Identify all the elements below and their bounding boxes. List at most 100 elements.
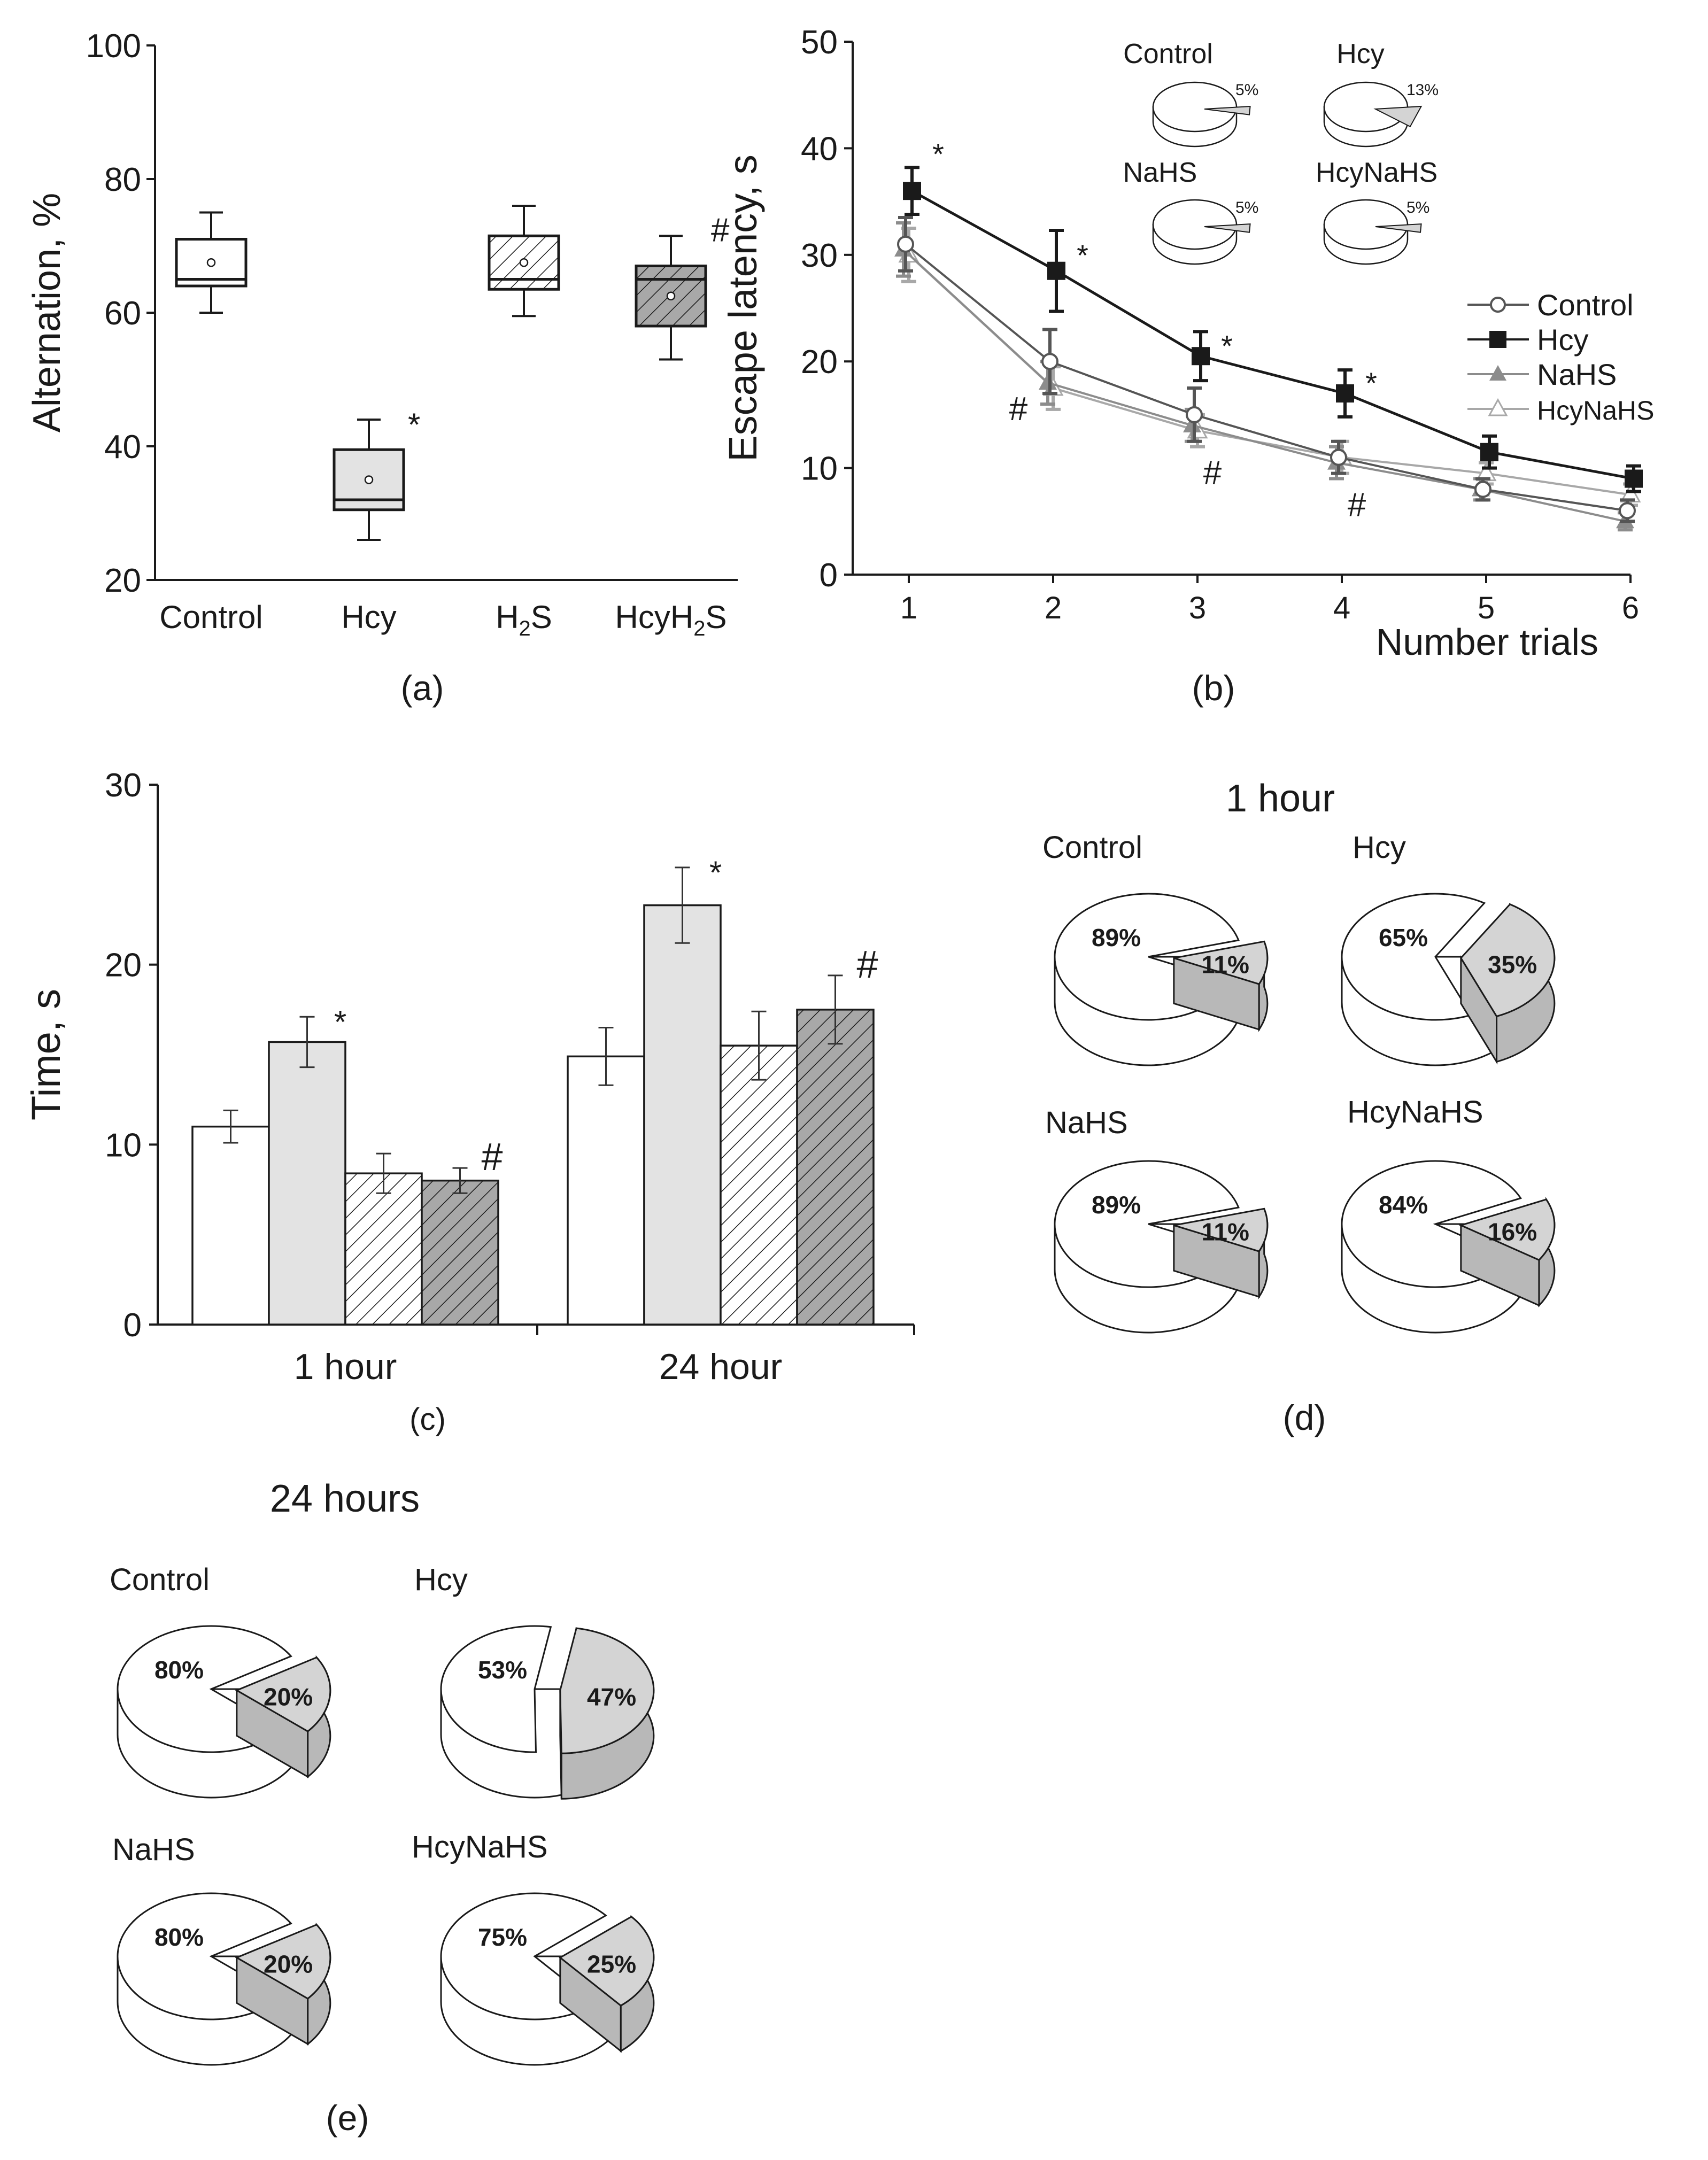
x-tick-label: 4 [1333, 591, 1350, 625]
legend-marker [1488, 398, 1508, 416]
data-point [1183, 415, 1201, 432]
x-axis-title: Number trials [1376, 621, 1598, 663]
bar-fill [568, 1056, 644, 1325]
panel-c-bar-chart: 0 10 20 30 Time, s 1 hour 24 hour * # * # (c) [24, 767, 915, 1437]
pie-minor-label: 16% [1488, 1218, 1537, 1245]
inset-pie-slice [1373, 105, 1423, 128]
pie-major-label: 75% [478, 1923, 527, 1951]
inset-pie-percent: 13% [1406, 81, 1439, 99]
bar-hatch [721, 1046, 797, 1325]
legend-label: HcyNaHS [1537, 396, 1654, 425]
inset-pie-label: Control [1123, 38, 1213, 69]
pie-minor-slice [1459, 903, 1556, 1018]
legend-label: Hcy [1537, 323, 1588, 357]
legend-label: NaHS [1537, 358, 1617, 391]
pie-group-label: Control [1042, 830, 1142, 865]
pie-major-label: 89% [1092, 1191, 1141, 1219]
box [175, 238, 248, 288]
pie-minor-slice [235, 1924, 331, 2000]
pie-major-slice [440, 1625, 552, 1753]
panel-label: (c) [409, 1402, 446, 1437]
x-tick-label: Hcy [341, 599, 396, 635]
significance-star: * [334, 1004, 346, 1040]
bar-fill [644, 905, 721, 1325]
y-axis-title: Escape latency, s [721, 154, 765, 461]
y-tick-label: 40 [801, 130, 838, 167]
pie-minor-label: 20% [264, 1950, 313, 1978]
pie-minor-slice [235, 1656, 331, 1732]
inset-pie-top [1152, 81, 1238, 133]
y-tick-label: 10 [105, 1127, 142, 1164]
series-line [911, 189, 1634, 480]
pie-major-label: 53% [478, 1656, 527, 1684]
significance-hash: # [1203, 455, 1222, 492]
bar-hatch [422, 1180, 498, 1325]
pie-panel-title: 1 hour [1226, 777, 1335, 820]
pie-group-label: Hcy [1353, 830, 1406, 865]
inset-pie-percent: 5% [1235, 81, 1258, 99]
inset-pie-slice [1375, 223, 1422, 233]
pie-minor-label: 47% [587, 1683, 636, 1710]
panel-e-pie-charts: 24 hours 80% 20% Control 53% 47% Hcy 80% 20% NaHS… [110, 1477, 655, 2138]
legend-label: Control [1537, 288, 1634, 322]
x-tick-label: 5 [1478, 591, 1495, 625]
pie-major-label: 80% [154, 1656, 204, 1684]
data-point [1330, 448, 1347, 466]
series-line [905, 243, 1628, 512]
pie-major-label: 80% [154, 1923, 204, 1951]
box [488, 234, 560, 291]
panel-label: (b) [1192, 668, 1235, 708]
data-point [1336, 384, 1354, 403]
data-point [1039, 373, 1057, 390]
y-tick-label: 20 [801, 344, 838, 381]
y-axis-title: Time, s [24, 989, 69, 1120]
pie-minor-slice [559, 1915, 655, 2007]
bar-fill [192, 1126, 269, 1325]
bar-hatch [345, 1173, 422, 1325]
x-tick-label: 2 [1045, 591, 1062, 625]
y-tick-label: 60 [104, 295, 141, 332]
y-tick-label: 10 [801, 451, 838, 487]
significance-star: * [408, 407, 420, 443]
pie-minor-label: 11% [1201, 1218, 1249, 1245]
bar-hatch [797, 1009, 874, 1325]
inset-pie-percent: 5% [1235, 199, 1258, 216]
significance-hash: # [481, 1136, 503, 1179]
pie-minor-slice [1173, 1207, 1269, 1252]
pie-panel-title: 24 hours [270, 1477, 420, 1520]
pie-minor-label: 20% [264, 1683, 313, 1710]
inset-pie-slice [1204, 223, 1251, 233]
pie-major-label: 65% [1379, 924, 1428, 951]
mean-marker [364, 475, 374, 484]
data-point [897, 235, 914, 253]
inset-pie-slice [1204, 105, 1251, 115]
pie-minor-label: 11% [1201, 950, 1249, 978]
inset-pie-label: Hcy [1336, 38, 1385, 69]
inset-pie-top [1152, 199, 1238, 250]
y-tick-label: 0 [123, 1307, 142, 1344]
pie-group-label: NaHS [112, 1832, 195, 1867]
y-tick-label: 80 [104, 161, 141, 198]
significance-star: * [1221, 329, 1233, 362]
pie-group-label: HcyNaHS [412, 1830, 548, 1864]
pie-group-label: HcyNaHS [1347, 1095, 1483, 1129]
bar-fill [269, 1042, 345, 1325]
inset-pie-label: NaHS [1123, 157, 1197, 188]
inset-pie-top [1323, 81, 1409, 133]
pie-minor-slice [1173, 940, 1269, 985]
inset-pie-top [1323, 199, 1409, 250]
significance-star: * [1365, 366, 1377, 400]
y-tick-label: 20 [104, 562, 141, 599]
panel-b-line-chart: 0 10 20 30 40 50 1 2 3 4 5 6 Escape latency, s Number… [721, 24, 1654, 708]
data-point [1047, 261, 1065, 280]
x-tick-label: 6 [1622, 591, 1639, 625]
pie-major-label: 84% [1379, 1191, 1428, 1219]
y-tick-label: 100 [86, 28, 141, 65]
legend-marker [1489, 331, 1506, 348]
data-point [1475, 462, 1497, 482]
data-point [1474, 481, 1491, 498]
data-point [1480, 443, 1498, 461]
pie-minor-slice [1458, 1198, 1556, 1261]
